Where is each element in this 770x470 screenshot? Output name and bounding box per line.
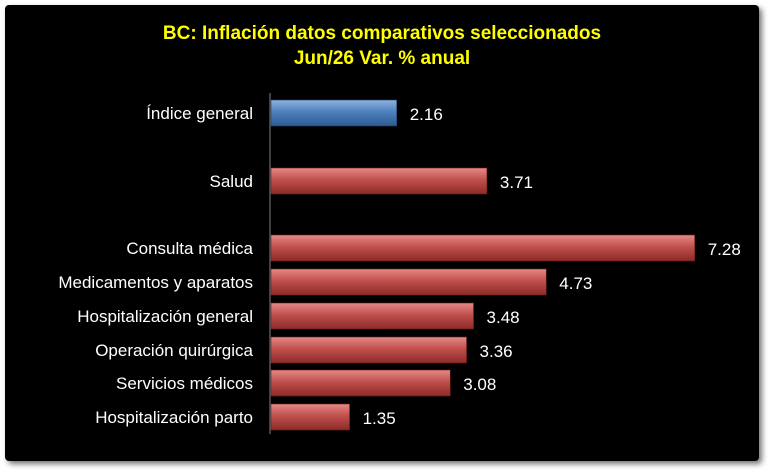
bar-6 bbox=[270, 369, 451, 397]
chart-subtitle: Jun/26 Var. % anual bbox=[293, 48, 471, 69]
bar-3 bbox=[270, 268, 547, 296]
category-label-6: Servicios médicos bbox=[116, 374, 253, 393]
chart-title-block: BC: Inflación datos comparativos selecci… bbox=[5, 21, 759, 71]
bar-1 bbox=[270, 167, 488, 195]
category-label-7: Hospitalización parto bbox=[95, 408, 253, 427]
data-label-1: 3.71 bbox=[500, 173, 533, 192]
bar-2 bbox=[270, 234, 695, 262]
bar-5 bbox=[270, 336, 467, 364]
bar-4 bbox=[270, 302, 474, 330]
bar-7 bbox=[270, 403, 350, 431]
category-label-2: Consulta médica bbox=[126, 239, 253, 258]
data-label-0: 2.16 bbox=[410, 105, 443, 124]
category-label-5: Operación quirúrgica bbox=[95, 341, 253, 360]
category-label-3: Medicamentos y aparatos bbox=[58, 273, 253, 292]
category-label-4: Hospitalización general bbox=[77, 307, 253, 326]
chart-title: BC: Inflación datos comparativos selecci… bbox=[162, 23, 602, 44]
data-label-5: 3.36 bbox=[480, 342, 513, 361]
data-label-2: 7.28 bbox=[708, 240, 741, 259]
data-label-6: 3.08 bbox=[463, 375, 496, 394]
bar-0 bbox=[270, 99, 398, 127]
category-label-1: Salud bbox=[210, 172, 253, 191]
data-label-4: 3.48 bbox=[487, 308, 520, 327]
data-label-3: 4.73 bbox=[559, 274, 592, 293]
category-label-0: Índice general bbox=[146, 104, 253, 123]
data-label-7: 1.35 bbox=[363, 409, 396, 428]
